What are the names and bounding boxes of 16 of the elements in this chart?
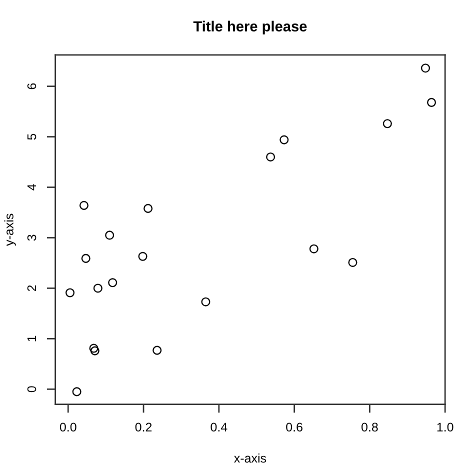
x-axis-title: x-axis	[234, 453, 266, 463]
x-tick-label: 0.8	[361, 422, 378, 432]
x-tick-label: 1.0	[437, 422, 454, 432]
chart-title: Title here please	[193, 20, 307, 34]
y-tick-label: 1	[27, 336, 36, 342]
x-tick-label: 0.4	[210, 422, 228, 432]
x-tick-label: 0.6	[286, 422, 302, 432]
y-tick-label: 2	[27, 285, 36, 292]
x-tick-label: 0.2	[135, 422, 152, 432]
y-axis-title: y-axis	[4, 214, 16, 246]
y-tick-label: 5	[27, 134, 36, 140]
x-tick-label: 0.0	[60, 422, 76, 432]
y-tick-label: 4	[27, 184, 36, 190]
y-tick-label: 0	[27, 386, 36, 392]
y-tick-label: 6	[27, 83, 36, 90]
y-tick-label: 3	[27, 234, 36, 241]
